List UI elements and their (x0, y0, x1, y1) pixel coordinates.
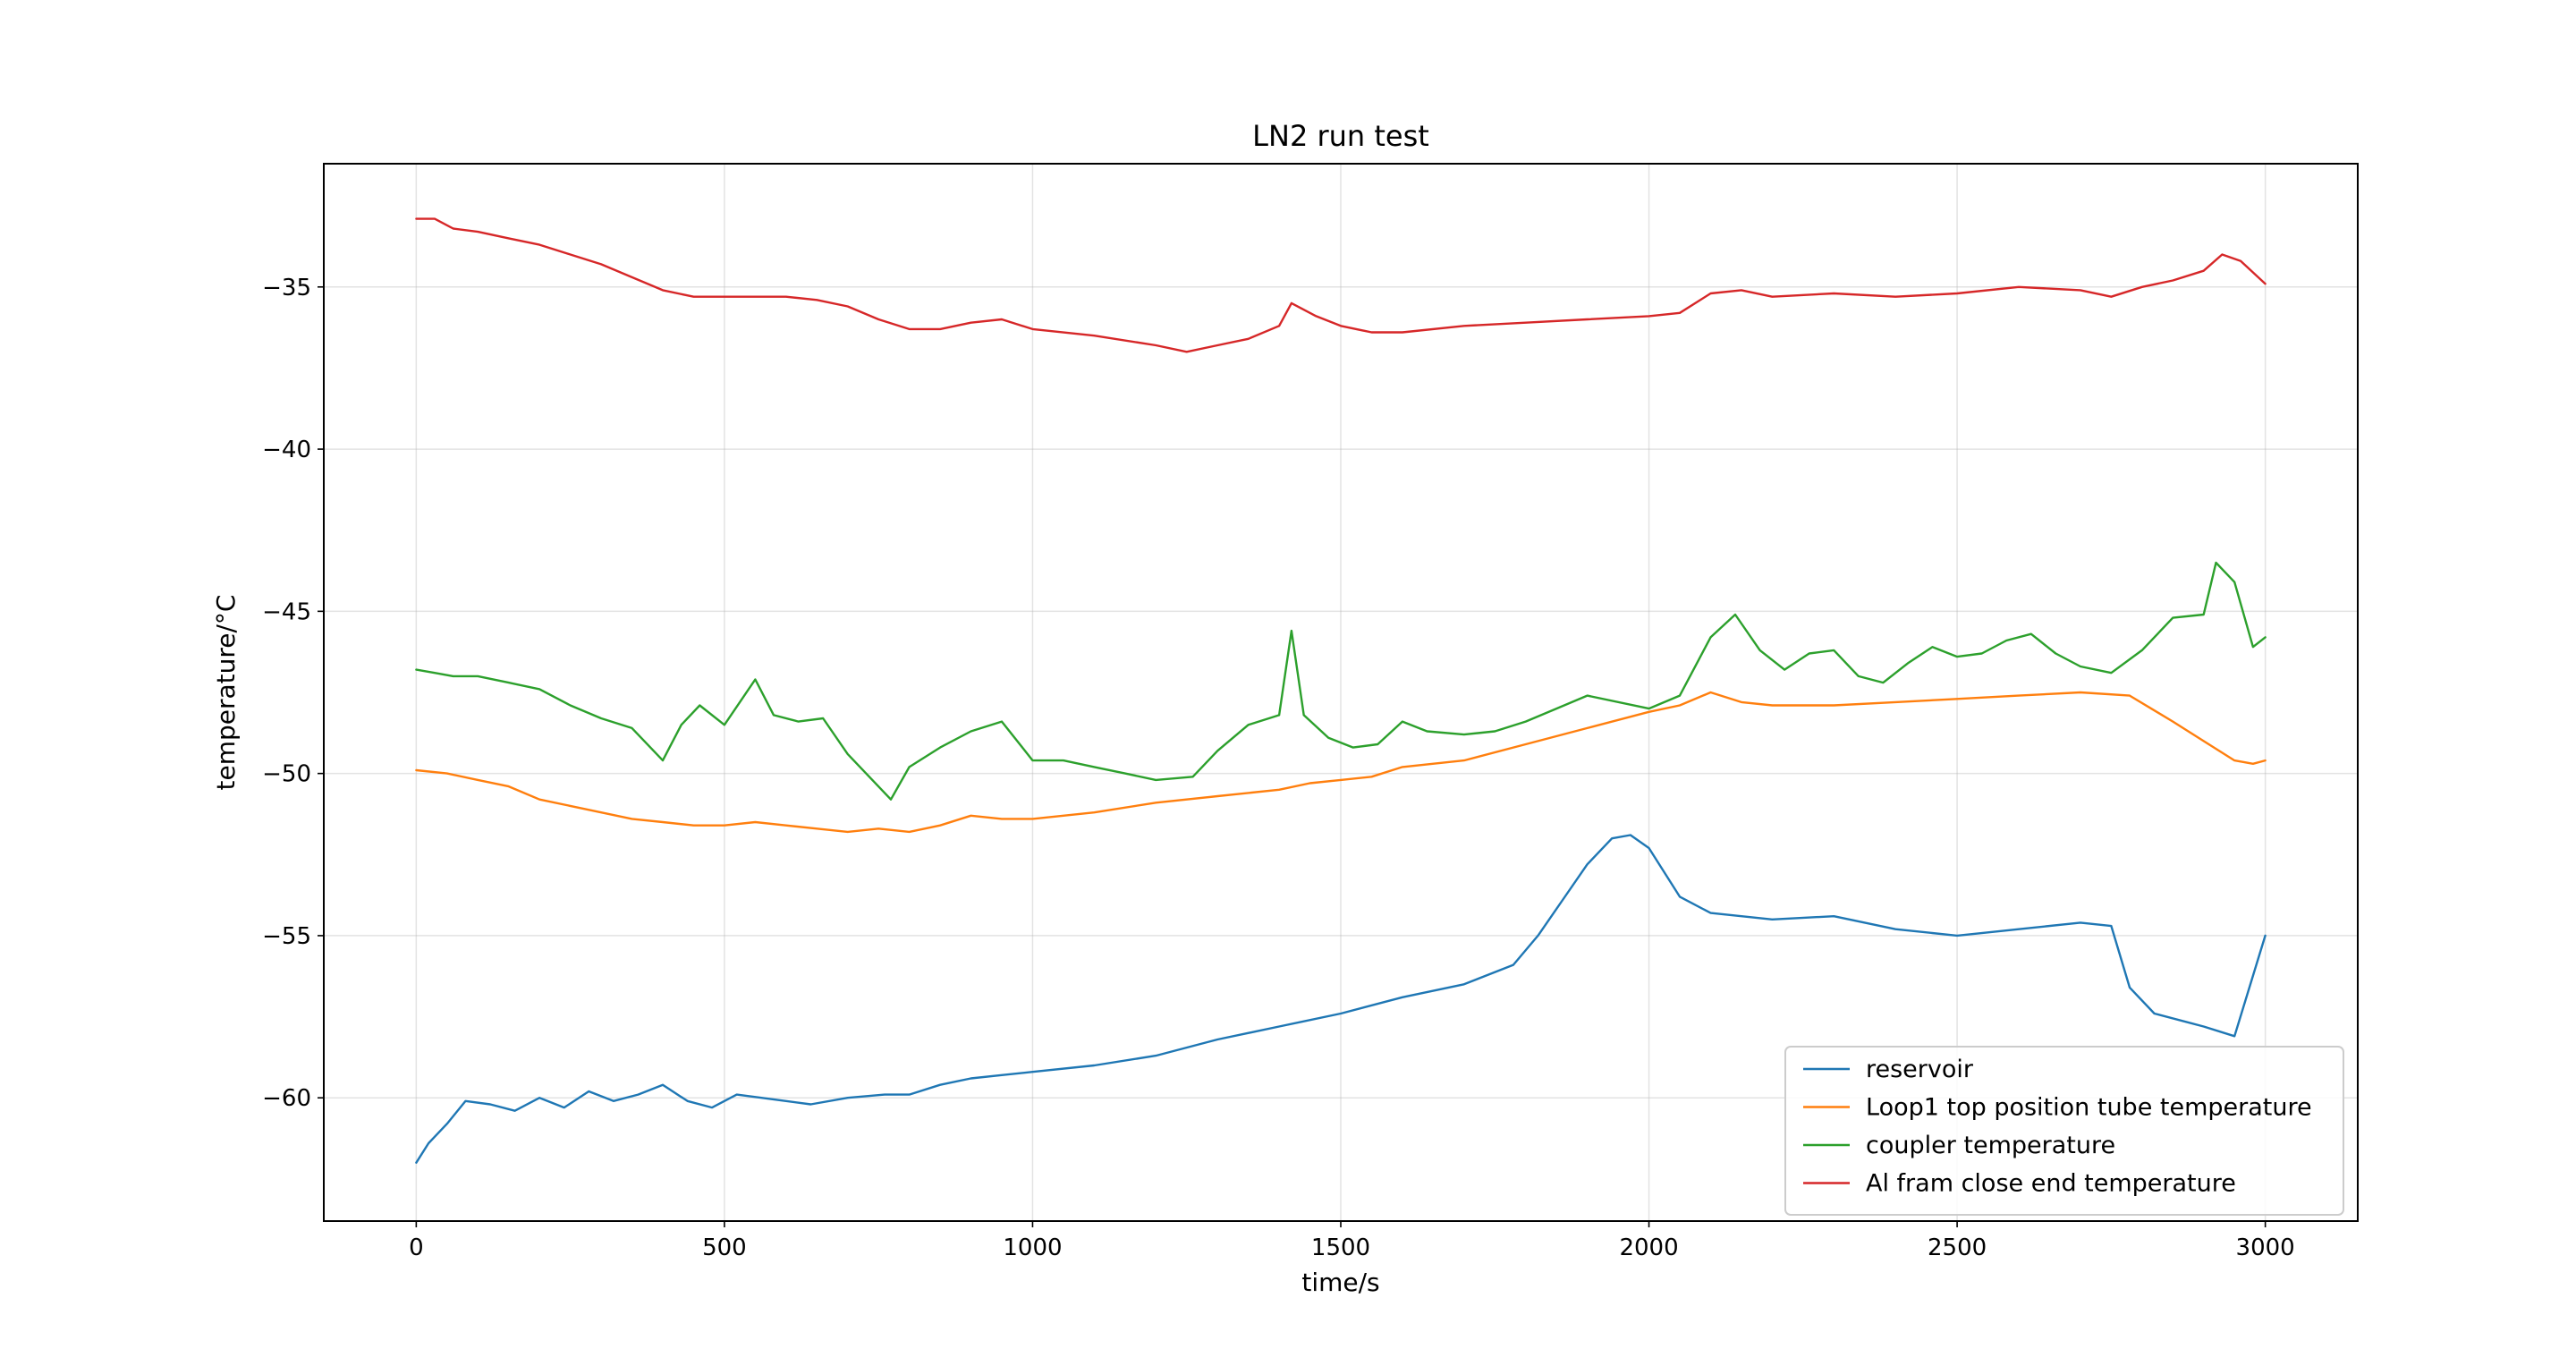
y-tick-label: −40 (262, 437, 311, 463)
axis-ticks: 0 500 1000 1500 2000 2500 3000 −60 −55 −50 −45 −40 −… (262, 275, 2295, 1261)
legend-label-2: coupler temperature (1866, 1132, 2115, 1159)
legend: reservoir Loop1 top position tube tempera… (1784, 1046, 2344, 1216)
y-tick-label: −55 (262, 923, 311, 950)
series-lines (415, 217, 2267, 1164)
y-tick-label: −50 (262, 761, 311, 788)
legend-label-1: Loop1 top position tube temperature (1866, 1094, 2312, 1122)
chart-title: LN2 run test (1252, 119, 1429, 153)
grid-lines (324, 164, 2358, 1221)
series-line-2 (415, 561, 2267, 801)
y-tick-label: −45 (262, 598, 311, 625)
series-line-1 (415, 691, 2267, 834)
y-tick-label: −35 (262, 275, 311, 301)
legend-label-3: Al fram close end temperature (1866, 1170, 2236, 1198)
x-tick-label: 1000 (1003, 1234, 1062, 1261)
x-axis-title: time/s (1301, 1268, 1379, 1297)
series-line-0 (415, 834, 2267, 1164)
series-line-3 (415, 217, 2267, 353)
x-tick-label: 500 (702, 1234, 747, 1261)
x-tick-label: 0 (409, 1234, 424, 1261)
y-axis-title: temperature/°C (211, 595, 241, 791)
x-tick-label: 3000 (2236, 1234, 2295, 1261)
x-tick-label: 2500 (1928, 1234, 1987, 1261)
legend-label-0: reservoir (1866, 1056, 1974, 1083)
legend-box (1784, 1046, 2344, 1216)
x-tick-label: 1500 (1311, 1234, 1370, 1261)
y-tick-label: −60 (262, 1085, 311, 1112)
x-tick-label: 2000 (1619, 1234, 1678, 1261)
